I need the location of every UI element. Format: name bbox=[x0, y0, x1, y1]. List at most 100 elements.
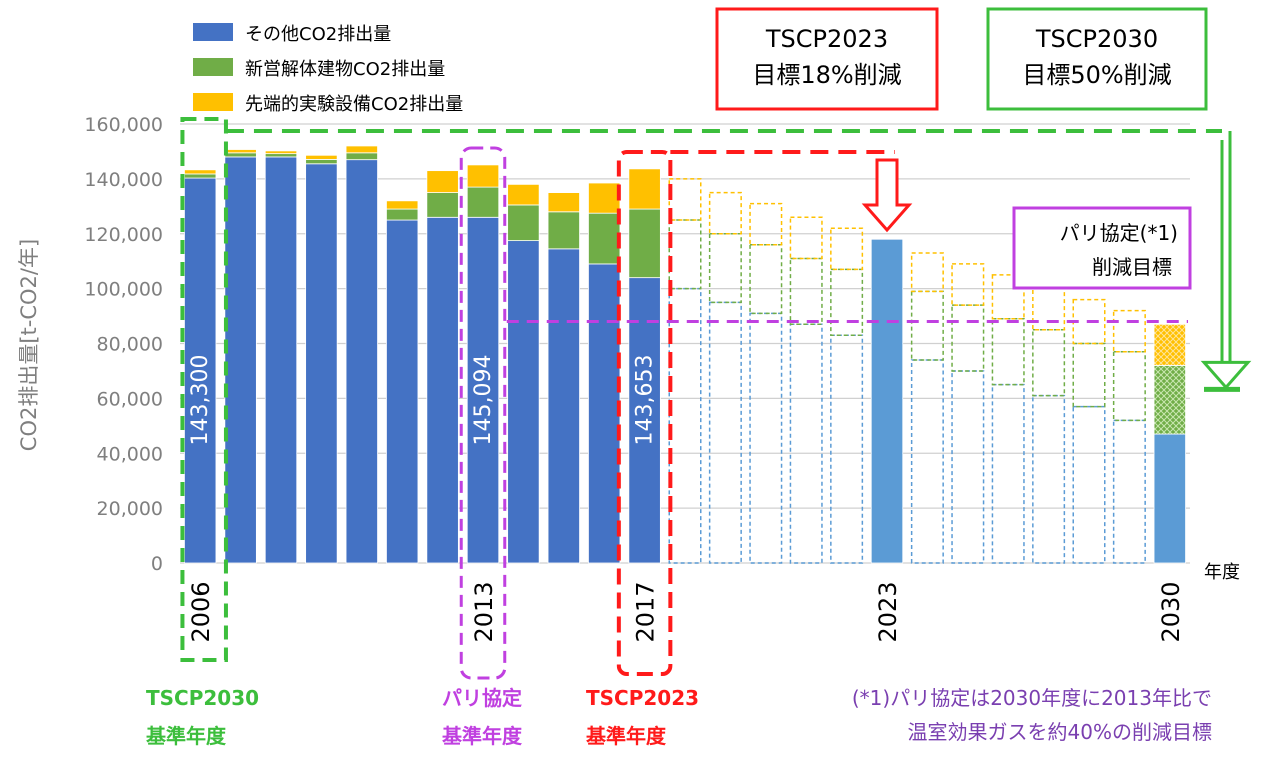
tscp2030-base-label-0: TSCP2030 bbox=[146, 686, 259, 710]
tscp2030-box-border bbox=[986, 7, 1208, 111]
x-axis-label: 年度 bbox=[1204, 562, 1240, 583]
bar-new-buildings-2017 bbox=[628, 208, 661, 279]
projection-equipment-box bbox=[991, 274, 1025, 320]
tscp2023-box-line-1: 目標18%削減 bbox=[752, 61, 901, 89]
projection-new-buildings-box bbox=[668, 219, 702, 290]
projection-dashed-boxes bbox=[668, 178, 1146, 564]
projection-equipment-box bbox=[668, 178, 702, 221]
tscp2030-base-label-1: 基準年度 bbox=[146, 724, 227, 748]
projection-new-buildings-box bbox=[1112, 350, 1146, 422]
projection-new-buildings-box bbox=[830, 268, 864, 337]
y-tick-label: 160,000 bbox=[84, 114, 163, 136]
projection-equipment-box bbox=[951, 263, 985, 306]
bar-other-2007 bbox=[224, 156, 257, 564]
tscp2023-base-label-0: TSCP2023 bbox=[586, 686, 699, 710]
bar-other-2008 bbox=[264, 156, 298, 564]
y-tick-label: 140,000 bbox=[84, 169, 163, 191]
bar-other-2006 bbox=[184, 177, 217, 564]
paris-box-border bbox=[1012, 206, 1192, 290]
tscp2023-base-label-1: 基準年度 bbox=[586, 724, 667, 748]
projection-new-buildings-box bbox=[749, 243, 783, 315]
y-tick-label: 20,000 bbox=[97, 498, 163, 520]
projection-new-buildings-box bbox=[708, 233, 742, 304]
legend-swatch-0 bbox=[193, 23, 233, 41]
bar-new-buildings-2012 bbox=[426, 192, 459, 218]
bar-equipment-2017 bbox=[628, 168, 661, 210]
legend-label-2: 先端的実験設備CO2排出量 bbox=[245, 94, 463, 115]
legend-label-0: その他CO2排出量 bbox=[245, 24, 391, 45]
y-tick-label: 40,000 bbox=[97, 443, 163, 465]
footnote-line-0: (*1)パリ協定は2030年度に2013年比で bbox=[852, 686, 1212, 710]
bar-new-buildings-2009 bbox=[305, 158, 338, 165]
projection-other-box bbox=[789, 323, 823, 564]
x-axis-tick-labels: 2006 2013 2017 2023 2030 bbox=[187, 581, 1185, 642]
projection-equipment-box bbox=[789, 216, 823, 260]
bar-new-buildings-2013 bbox=[466, 186, 500, 218]
y-tick-label: 120,000 bbox=[84, 224, 163, 246]
paris-base-marker bbox=[459, 146, 507, 680]
y-tick-label: 0 bbox=[151, 553, 163, 575]
bar-equipment-2013 bbox=[466, 164, 500, 188]
projection-equipment-box bbox=[749, 202, 783, 246]
bar-other-2010 bbox=[345, 159, 378, 564]
bar-other-2012 bbox=[426, 216, 459, 564]
bar-equipment-2009 bbox=[305, 154, 338, 160]
bar-other-2030 bbox=[1153, 433, 1186, 564]
footnote-line-1: 温室効果ガスを約40%の削減目標 bbox=[908, 720, 1212, 744]
y-axis-label: CO2排出量[t-CO2/年] bbox=[17, 239, 41, 451]
projection-other-box bbox=[991, 383, 1025, 564]
projection-equipment-box bbox=[1032, 287, 1066, 331]
x-tick-label-2023: 2023 bbox=[874, 581, 902, 642]
projection-new-buildings-box bbox=[991, 318, 1025, 386]
tscp2023-arrow bbox=[861, 158, 913, 233]
bar-other-2011 bbox=[386, 219, 419, 564]
projection-equipment-box bbox=[708, 191, 742, 235]
paris-box-line-0: パリ協定(*1) bbox=[1060, 221, 1178, 245]
y-axis-tick-labels: 0 20,000 40,000 60,000 80,000 100,000 120,000 1… bbox=[84, 114, 163, 575]
bar-new-buildings-2014 bbox=[507, 204, 540, 242]
projection-other-box bbox=[1112, 419, 1146, 564]
y-tick-label: 80,000 bbox=[97, 334, 163, 356]
bar-other-2014 bbox=[507, 240, 540, 564]
paris-base-label-0: パリ協定 bbox=[442, 686, 522, 710]
x-tick-label-2017: 2017 bbox=[632, 581, 660, 642]
tscp2030-base-marker bbox=[180, 117, 228, 662]
tscp2023-box-line-0: TSCP2023 bbox=[765, 25, 888, 53]
bars: 143,300 145,094 143,653 bbox=[184, 145, 1186, 564]
legend-swatch-1 bbox=[193, 58, 233, 76]
bar-equipment-2010 bbox=[345, 145, 378, 154]
tscp2030-box-line-1: 目標50%削減 bbox=[1022, 61, 1171, 89]
y-tick-label: 60,000 bbox=[97, 388, 163, 410]
bar-other-2023 bbox=[870, 238, 904, 564]
paris-base-label-1: 基準年度 bbox=[442, 724, 523, 748]
tscp2023-base-marker bbox=[616, 150, 673, 676]
projection-other-box bbox=[708, 301, 742, 564]
projection-other-box bbox=[1032, 394, 1066, 564]
bar-equipment-2006 bbox=[184, 169, 217, 175]
bar-new-buildings-2015 bbox=[547, 211, 580, 250]
tscp2030-box-line-0: TSCP2030 bbox=[1035, 25, 1158, 53]
bar-value-label-2013: 145,094 bbox=[471, 355, 496, 446]
bar-new-buildings-2006 bbox=[184, 173, 217, 179]
projection-new-buildings-box bbox=[1072, 342, 1106, 408]
projection-equipment-box bbox=[1112, 309, 1146, 353]
projection-new-buildings-box bbox=[910, 290, 944, 361]
bar-equipment-2008 bbox=[264, 150, 298, 155]
projection-new-buildings-box bbox=[1032, 329, 1066, 397]
bar-other-2015 bbox=[547, 248, 580, 564]
bar-new-buildings-2010 bbox=[345, 152, 378, 161]
legend-swatch-2 bbox=[193, 93, 233, 111]
projection-other-box bbox=[910, 359, 944, 564]
bar-equipment-2030 bbox=[1153, 323, 1186, 366]
legend-label-1: 新営解体建物CO2排出量 bbox=[245, 59, 445, 80]
projection-other-box bbox=[668, 287, 702, 564]
projection-other-box bbox=[830, 334, 864, 564]
bar-equipment-2011 bbox=[386, 200, 419, 210]
bar-equipment-2014 bbox=[507, 183, 540, 206]
bar-new-buildings-2016 bbox=[588, 212, 621, 265]
bar-new-buildings-2008 bbox=[264, 153, 298, 158]
bar-other-2017 bbox=[628, 277, 661, 564]
y-tick-label: 100,000 bbox=[84, 279, 163, 301]
projection-other-box bbox=[951, 370, 985, 564]
